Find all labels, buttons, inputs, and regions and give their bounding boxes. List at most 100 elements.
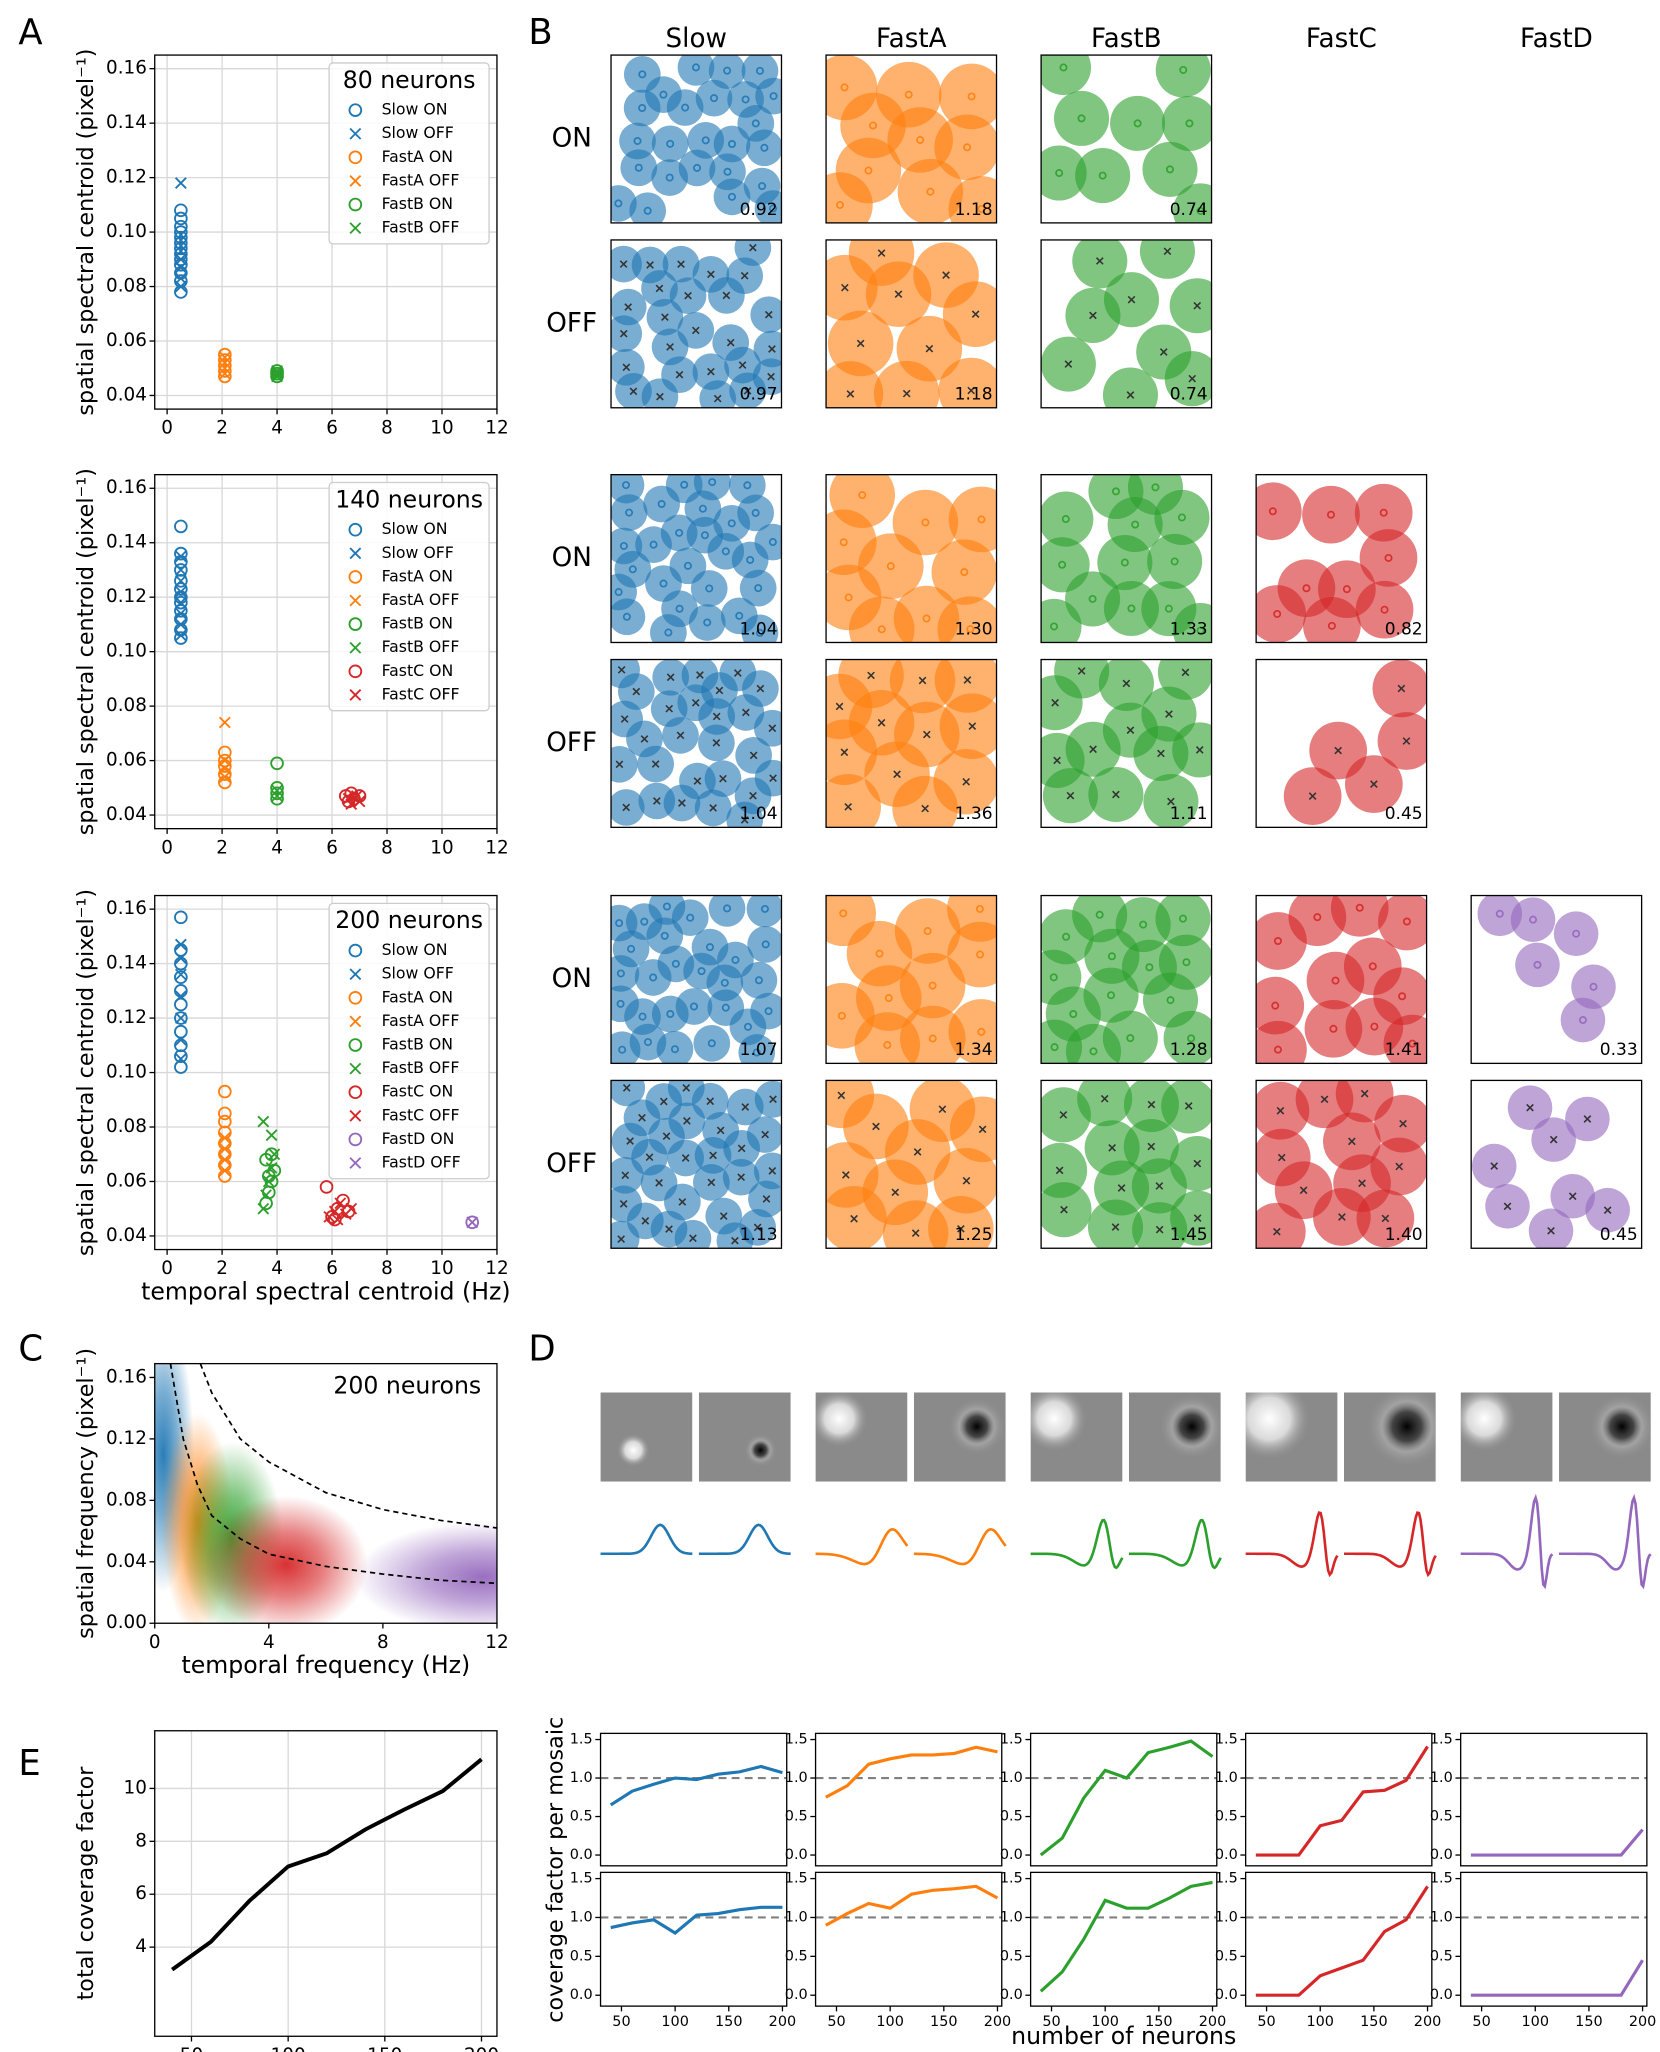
cell-center <box>710 94 719 103</box>
cell-center <box>1358 1179 1366 1188</box>
cell-center <box>628 565 637 574</box>
cell-center <box>670 1045 679 1054</box>
cell-center <box>660 931 669 940</box>
chart: 0.0 0.5 1.0 1.5 <box>570 1732 788 1867</box>
legend-marker <box>348 150 363 165</box>
y-tick-label: 0.06 <box>106 750 147 771</box>
receptive-field <box>1302 485 1360 544</box>
cell-center <box>846 390 855 398</box>
x-tick-label: 200 <box>1199 2014 1227 2030</box>
mosaic <box>1041 659 1212 828</box>
y-tick-label: 1.5 <box>1430 1732 1453 1748</box>
receptive-field <box>688 604 726 641</box>
axes-frame <box>154 473 498 830</box>
cell-center <box>713 394 722 403</box>
spot <box>1588 1393 1651 1461</box>
cell-center <box>712 712 721 721</box>
point <box>264 1147 279 1162</box>
legend-marker <box>349 1157 362 1169</box>
receptive-field <box>1041 145 1087 201</box>
cell-center <box>967 386 975 395</box>
coverage-label: 1.04 <box>740 619 778 639</box>
receptive-field <box>887 107 953 173</box>
cell-center <box>1182 958 1191 967</box>
cell-center <box>864 166 873 175</box>
receptive-field <box>892 489 959 556</box>
point <box>465 1215 480 1230</box>
cell-center <box>1603 1206 1612 1215</box>
receptive-field <box>666 89 704 126</box>
cell-center <box>709 804 717 812</box>
mosaic <box>1471 1085 1630 1249</box>
cell-center <box>617 1235 625 1243</box>
cell-center <box>649 540 658 549</box>
plot-area <box>170 1757 483 1972</box>
cell-center <box>1147 1100 1156 1109</box>
x-axis-label: temporal spectral centroid (Hz) <box>141 1277 510 1305</box>
legend-label: FastA ON <box>382 566 453 585</box>
filter-image <box>1245 1392 1338 1482</box>
mosaic <box>611 474 782 643</box>
cell-center <box>743 1022 752 1031</box>
receptive-field <box>1377 712 1427 770</box>
cell-center <box>968 722 977 731</box>
y-tick-label: 1.0 <box>1215 1770 1238 1786</box>
point <box>345 798 358 811</box>
point <box>174 984 188 998</box>
legend-title: 80 neurons <box>343 66 476 94</box>
receptive-field <box>611 745 638 783</box>
cell-center <box>1111 487 1120 496</box>
receptive-field <box>1528 1208 1574 1249</box>
cell-center <box>740 816 749 824</box>
receptive-field <box>1354 483 1413 542</box>
mosaic <box>1041 239 1212 408</box>
cell-center <box>1088 594 1097 603</box>
coverage-label: 1.45 <box>1170 1225 1208 1245</box>
receptive-field <box>728 474 766 504</box>
mosaic-frame <box>610 473 783 644</box>
cell-center <box>1277 1153 1286 1162</box>
axes-frame <box>154 1730 498 2037</box>
x-tick-label: 2 <box>216 418 228 439</box>
cell-center <box>671 959 680 968</box>
receptive-field <box>826 1142 879 1208</box>
receptive-field <box>1169 278 1212 334</box>
point <box>271 790 283 802</box>
cell-center <box>683 561 692 570</box>
cell-center <box>1145 963 1154 972</box>
cell-center <box>1120 558 1129 567</box>
legend-label: FastC ON <box>382 661 454 680</box>
cell-center <box>1089 745 1097 754</box>
cell-center <box>721 1003 730 1012</box>
cell-center <box>661 313 669 322</box>
x-tick-label: 6 <box>326 418 338 439</box>
cell-center <box>740 271 749 280</box>
y-tick-label: 1.5 <box>570 1732 593 1748</box>
temporal-filter <box>913 1528 1007 1566</box>
y-tick-label: 0.5 <box>570 1809 593 1825</box>
cell-center <box>659 579 668 588</box>
receptive-field <box>1155 55 1211 98</box>
cell-center <box>768 538 777 547</box>
y-tick-label: 0.5 <box>1215 1948 1238 1964</box>
receptive-field <box>755 77 782 115</box>
cell-center <box>837 1091 846 1100</box>
y-tick-label: 6 <box>135 1883 147 1904</box>
x-tick-label: 8 <box>381 837 393 858</box>
density-blob <box>354 1521 497 1624</box>
row-label: OFF <box>546 1149 597 1179</box>
y-tick-label: 0.0 <box>570 1847 593 1863</box>
mosaic <box>1477 895 1616 1043</box>
mosaic <box>611 55 782 223</box>
cell-center <box>677 260 685 269</box>
receptive-field <box>1553 911 1599 957</box>
mosaic-frame <box>610 239 783 409</box>
receptive-field <box>1075 148 1131 204</box>
y-tick-label: 0.0 <box>1000 1987 1023 2003</box>
cell-center <box>707 270 715 279</box>
point <box>334 1197 347 1210</box>
cell-center <box>645 1153 654 1162</box>
cell-center <box>1273 1045 1282 1054</box>
cell-center <box>649 973 658 982</box>
cell-center <box>1157 749 1165 758</box>
